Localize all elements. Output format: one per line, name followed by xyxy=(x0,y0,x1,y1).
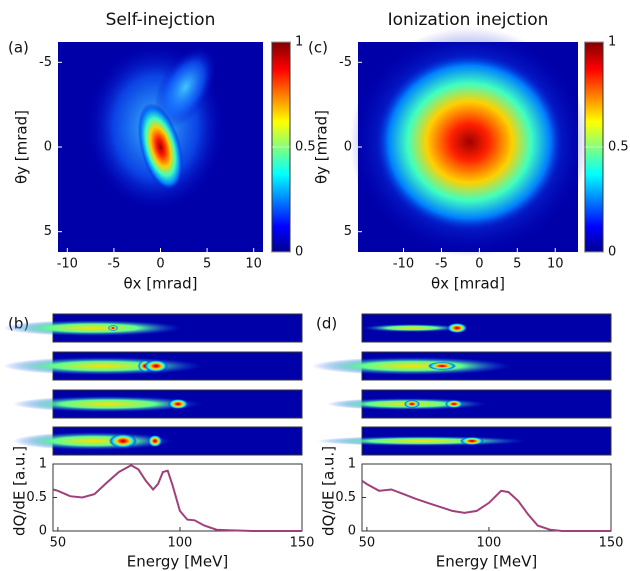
y-tick-label: 5 xyxy=(44,224,52,239)
x-axis-label: θx [mrad] xyxy=(123,275,197,293)
panel-title: Self-inejction xyxy=(106,10,216,30)
colorbar-tick-label: 0.5 xyxy=(295,140,316,155)
colorbar-tick-label: 1 xyxy=(295,35,303,50)
y-axis-label: dQ/dE [a.u.] xyxy=(11,446,29,536)
x-tick-label: -5 xyxy=(107,257,120,272)
spectrum-blob xyxy=(317,436,527,446)
x-tick-label: 0 xyxy=(475,257,483,272)
x-tick-label: 100 xyxy=(477,536,502,551)
x-tick-label: 100 xyxy=(168,536,193,551)
y-tick-label: 1 xyxy=(39,457,47,472)
spectrum-blob xyxy=(144,360,168,372)
y-tick-label: -5 xyxy=(39,55,52,70)
spectrum-blob xyxy=(3,320,183,336)
spectrum-blob xyxy=(447,323,467,333)
spectrum-blob xyxy=(362,324,462,332)
x-tick-label: 5 xyxy=(513,257,521,272)
y-tick-label: 0 xyxy=(39,524,47,539)
spectrum-line xyxy=(361,479,611,532)
spectrum-blob xyxy=(3,357,203,375)
spectrum-blob xyxy=(428,362,456,370)
panel-label: (a) xyxy=(8,39,29,57)
x-axis-label: θx [mrad] xyxy=(431,275,505,293)
x-tick-label: 10 xyxy=(547,257,564,272)
panel-title: Ionization inejction xyxy=(388,10,549,30)
x-axis-label: Energy [MeV] xyxy=(127,553,228,571)
spectrum-blob xyxy=(445,400,463,408)
y-tick-label: -5 xyxy=(339,55,352,70)
spectrum-blob xyxy=(148,435,162,447)
plot-frame xyxy=(52,463,303,532)
spectrum-line xyxy=(52,464,302,532)
colorbar-tick-label: 0 xyxy=(608,245,616,260)
beam-core xyxy=(374,52,565,232)
y-tick-label: 0 xyxy=(348,524,356,539)
x-tick-label: 5 xyxy=(203,257,211,272)
x-tick-label: 150 xyxy=(599,536,624,551)
x-tick-label: -10 xyxy=(57,257,78,272)
spectrum-blob xyxy=(13,396,203,412)
y-axis-label: θy [mrad] xyxy=(313,110,331,184)
spectrum-blob xyxy=(312,357,512,375)
spectrum-blob xyxy=(109,434,137,448)
panel-label: (d) xyxy=(316,315,337,333)
y-axis-label: dQ/dE [a.u.] xyxy=(320,446,338,536)
y-tick-label: 1 xyxy=(348,457,356,472)
y-tick-label: 0 xyxy=(344,140,352,155)
y-tick-label: 5 xyxy=(344,224,352,239)
plot-frame xyxy=(361,463,612,532)
x-tick-label: 150 xyxy=(290,536,315,551)
beam-wing xyxy=(154,46,217,128)
colorbar-tick-label: 1 xyxy=(608,35,616,50)
spectrum-blob xyxy=(404,400,420,408)
beam-core xyxy=(137,103,184,191)
x-tick-label: 10 xyxy=(245,257,262,272)
x-tick-label: -10 xyxy=(393,257,414,272)
y-tick-label: 0 xyxy=(44,140,52,155)
spectrum-blob xyxy=(460,437,484,445)
x-tick-label: 50 xyxy=(359,536,376,551)
x-tick-label: 0 xyxy=(156,257,164,272)
x-tick-label: -5 xyxy=(435,257,448,272)
x-tick-label: 50 xyxy=(50,536,67,551)
colorbar-tick-label: 0.5 xyxy=(608,140,629,155)
y-axis-label: θy [mrad] xyxy=(13,110,31,184)
spectrum-blob xyxy=(108,325,118,331)
spectrum-blob xyxy=(168,399,188,409)
y-tick-label: 0.5 xyxy=(335,490,356,505)
colorbar-tick-label: 0 xyxy=(295,245,303,260)
panel-label: (c) xyxy=(308,39,328,57)
y-tick-label: 0.5 xyxy=(26,490,47,505)
x-axis-label: Energy [MeV] xyxy=(436,553,537,571)
